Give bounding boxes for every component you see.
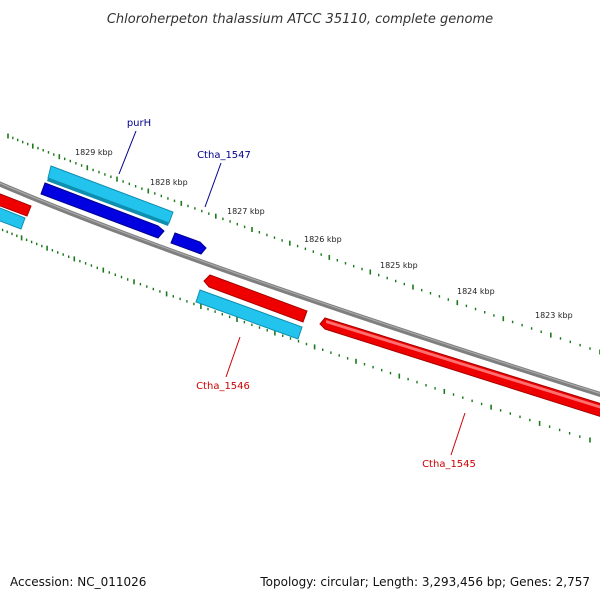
ctha1545-leader	[450, 412, 466, 456]
scale-labels: 1829 kbp 1828 kbp 1827 kbp 1826 kbp 1825…	[75, 148, 573, 320]
left-cds-feature[interactable]	[0, 192, 32, 217]
forward-features	[0, 165, 207, 255]
ctha1545-label[interactable]: Ctha_1545	[422, 459, 476, 470]
ctha1545-cds-highlight	[326, 320, 600, 409]
purH-cds-feature[interactable]	[40, 182, 165, 239]
scale-label-1828: 1828 kbp	[150, 178, 188, 187]
genome-backbone-highlight	[0, 182, 600, 394]
outer-tick-row	[7, 133, 600, 355]
accession-text: Accession: NC_011026	[10, 575, 146, 589]
scale-label-1825: 1825 kbp	[380, 261, 418, 270]
ctha1546-leader	[225, 336, 241, 378]
label-leaders	[118, 130, 466, 456]
scale-label-1829: 1829 kbp	[75, 148, 113, 157]
left-gene-feature[interactable]	[0, 206, 26, 230]
ctha1547-leader	[204, 162, 222, 208]
scale-label-1823: 1823 kbp	[535, 311, 573, 320]
scale-label-1824: 1824 kbp	[457, 287, 495, 296]
reverse-features	[0, 192, 600, 417]
inner-tick-row	[1, 228, 591, 443]
gene-labels: purH Ctha_1547 Ctha_1546 Ctha_1545	[127, 118, 476, 470]
purH-leader	[118, 130, 137, 175]
genome-summary-text: Topology: circular; Length: 3,293,456 bp…	[259, 575, 590, 589]
map-title: Chloroherpeton thalassium ATCC 35110, co…	[107, 12, 493, 27]
ctha1546-gene-feature[interactable]	[195, 289, 303, 340]
genome-backbone	[0, 181, 600, 398]
ctha1546-label[interactable]: Ctha_1546	[196, 381, 250, 392]
ctha1547-label[interactable]: Ctha_1547	[197, 150, 251, 161]
scale-label-1826: 1826 kbp	[304, 235, 342, 244]
scale-label-1827: 1827 kbp	[227, 207, 265, 216]
purH-label[interactable]: purH	[127, 118, 151, 129]
ctha1546-cds-feature[interactable]	[203, 274, 308, 323]
purH-gene-shadow	[47, 178, 169, 226]
ctha1547-cds-feature[interactable]	[170, 232, 207, 255]
